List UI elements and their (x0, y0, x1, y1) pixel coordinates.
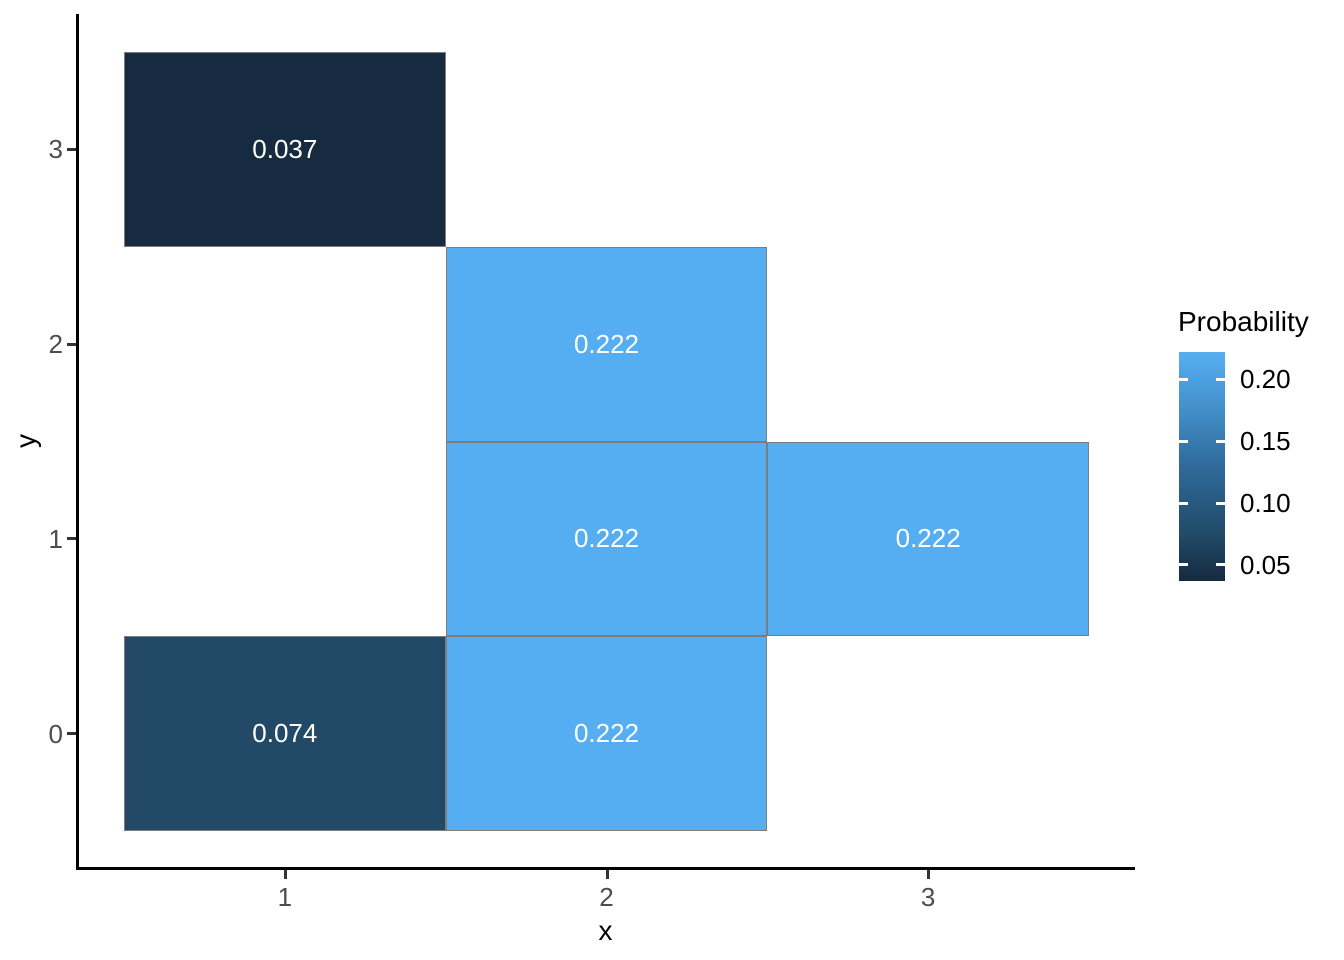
x-tick-label: 3 (920, 882, 936, 912)
heatmap-tile: 0.222 (767, 441, 1089, 637)
legend-tick-label: 0.20 (1240, 364, 1291, 395)
legend-tickmark (1179, 563, 1188, 567)
legend-tickmark (1216, 501, 1225, 505)
heatmap-tile: 0.222 (445, 636, 768, 831)
y-axis-tick (67, 732, 76, 736)
legend-tick-label: 0.10 (1240, 488, 1291, 519)
y-axis-tick (67, 147, 76, 151)
tile-value-label: 0.222 (895, 523, 961, 554)
legend-title: Probability (1178, 306, 1309, 337)
x-tick-label: 2 (599, 882, 614, 912)
legend-colorbar (1179, 352, 1225, 581)
legend-tickmark (1179, 501, 1188, 505)
tile-value-label: 0.074 (252, 718, 318, 749)
y-tick-label: 3 (48, 134, 63, 165)
tile-value-label: 0.222 (573, 523, 640, 554)
y-axis-tick (67, 342, 76, 346)
legend-tick-label: 0.15 (1240, 426, 1291, 457)
y-axis-title: y (10, 434, 41, 448)
legend-tickmark (1216, 563, 1225, 567)
y-tick-label: 2 (48, 329, 63, 360)
tile-value-label: 0.222 (573, 718, 640, 749)
tile-value-label: 0.222 (573, 328, 640, 359)
legend-tickmark (1216, 439, 1225, 443)
legend-tickmark (1216, 377, 1225, 381)
x-axis-tick (283, 870, 287, 879)
legend-tickmark (1179, 439, 1188, 443)
heatmap-tile: 0.222 (445, 246, 768, 442)
heatmap-tile: 0.037 (124, 52, 446, 247)
y-axis-tick (67, 537, 76, 541)
y-axis-line (76, 14, 79, 870)
x-axis-tick (605, 870, 609, 879)
heatmap-tile: 0.222 (445, 441, 768, 637)
legend-tick-label: 0.05 (1240, 549, 1291, 580)
y-tick-label: 0 (48, 718, 63, 749)
heatmap-tile: 0.074 (124, 636, 446, 831)
x-axis-title: x (598, 915, 613, 946)
y-tick-label: 1 (48, 523, 63, 554)
tile-value-label: 0.037 (252, 133, 318, 164)
legend-tickmark (1179, 377, 1188, 381)
x-tick-label: 1 (277, 882, 293, 912)
x-axis-tick (927, 870, 931, 879)
x-axis-line (76, 867, 1135, 870)
